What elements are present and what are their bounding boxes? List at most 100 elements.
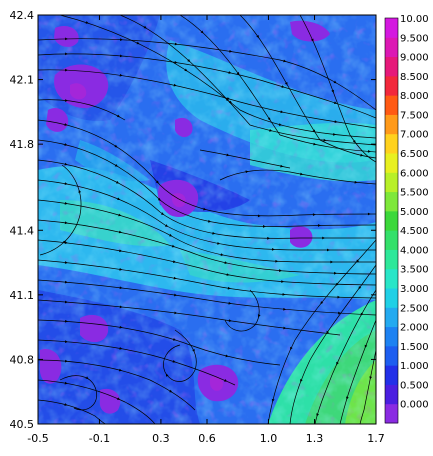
colorbar-swatch xyxy=(385,230,398,250)
streamline-arrowhead xyxy=(225,354,229,358)
streamline-arrowhead xyxy=(290,346,293,351)
streamline-arrowhead xyxy=(283,326,287,330)
colorbar-label: 3.500 xyxy=(400,265,429,276)
streamline-arrowhead xyxy=(333,80,337,84)
streamline-arrowhead xyxy=(119,54,123,58)
colorbar-label: 8.000 xyxy=(400,91,429,102)
streamline-arrowhead xyxy=(85,376,89,380)
streamline-arrowhead xyxy=(117,197,121,201)
colorbar-label: 7.500 xyxy=(400,110,429,121)
streamline-arrowhead xyxy=(336,282,340,286)
colorbar-swatch xyxy=(385,153,398,173)
colorbar-swatch xyxy=(385,307,398,328)
streamline-arrowhead xyxy=(337,295,341,299)
colorbar-label: 4.500 xyxy=(400,226,429,237)
streamline-arrowhead xyxy=(367,149,371,153)
y-axis: 40.5 40.8 41.1 41.4 41.8 42.1 42.4 xyxy=(10,9,376,431)
colorbar-swatch xyxy=(385,365,398,385)
streamline-arrowhead xyxy=(64,182,68,185)
x-tick-label: 1.3 xyxy=(306,432,324,445)
streamlines xyxy=(38,15,376,424)
streamline-arrowhead xyxy=(173,83,177,87)
streamline-arrowhead xyxy=(136,41,140,45)
streamline-arrowhead xyxy=(64,319,68,323)
streamline-arrowhead xyxy=(336,361,339,366)
streamline-arrowhead xyxy=(192,349,195,353)
colorbar-label: 9.000 xyxy=(400,53,429,64)
streamline-arrowhead xyxy=(64,99,68,102)
colorbar-swatch xyxy=(385,75,398,96)
streamline-arrowhead xyxy=(271,398,275,403)
streamline-arrowhead xyxy=(257,214,261,218)
streamline-arrowhead xyxy=(117,397,121,400)
colorbar-swatch xyxy=(385,191,398,212)
colorbar-label: 2.500 xyxy=(400,303,429,314)
streamline-arrowhead xyxy=(281,280,285,283)
streamline-arrowhead xyxy=(326,330,330,334)
streamline-arrowhead xyxy=(358,286,362,290)
colorbar-swatch xyxy=(385,172,398,193)
streamline-arrowhead xyxy=(184,68,188,72)
streamline-arrowhead xyxy=(320,301,324,305)
streamline-arrowhead xyxy=(354,180,358,184)
streamline-arrowhead xyxy=(333,101,338,105)
streamline-arrowhead xyxy=(282,292,286,296)
streamline-arrowhead xyxy=(228,319,232,322)
streamline-arrowhead xyxy=(217,241,221,245)
streamline-arrowhead xyxy=(364,344,368,348)
x-tick-label: 1.7 xyxy=(367,432,385,445)
colorbar-label: 5.500 xyxy=(400,188,429,199)
streamline-arrowhead xyxy=(281,85,285,88)
streamline-arrowhead xyxy=(119,305,123,309)
x-tick-label: 1.0 xyxy=(260,432,278,445)
streamline-arrowhead xyxy=(64,261,68,264)
streamline-arrowhead xyxy=(118,230,122,234)
streamline-arrowhead xyxy=(229,49,233,53)
streamline-arrowhead xyxy=(333,132,337,136)
streamline-arrowhead xyxy=(367,212,371,216)
streamline-arrowhead xyxy=(64,300,68,304)
streamline-arrowhead xyxy=(269,129,273,132)
colorbar-label: 7.000 xyxy=(400,130,429,141)
x-tick-label: -0.1 xyxy=(89,432,110,445)
streamline-arrowhead xyxy=(245,170,249,174)
colorbar-label: 9.500 xyxy=(400,33,429,44)
colorbar-frame xyxy=(384,17,399,424)
streamline-arrowhead xyxy=(114,163,118,167)
streamline-arrowhead xyxy=(203,207,207,211)
streamline-arrowhead xyxy=(360,312,364,316)
streamline-arrowhead xyxy=(62,240,66,244)
streamline-arrowhead xyxy=(228,301,232,305)
streamline-arrowhead xyxy=(323,138,327,142)
colorbar: 0.000 0.500 1.000 1.500 2.000 2.500 3.000 3.500… xyxy=(384,14,429,424)
streamline-arrowhead xyxy=(346,396,349,400)
streamline-arrowhead xyxy=(119,325,123,329)
streamline-arrowhead xyxy=(226,153,230,157)
streamline-arrowhead xyxy=(300,379,303,383)
streamline-arrowhead xyxy=(280,164,284,168)
colorbar-swatch xyxy=(385,133,398,154)
colorbar-swatch xyxy=(385,288,398,308)
streamline-arrowhead xyxy=(275,259,279,263)
streamline-arrowhead xyxy=(64,123,68,126)
streamline-arrowhead xyxy=(267,117,271,121)
streamline-arrowhead xyxy=(173,276,177,280)
streamline-arrowhead xyxy=(262,225,266,228)
streamline-arrowhead xyxy=(208,219,212,223)
colorbar-swatch xyxy=(385,56,398,77)
colorbar-swatch xyxy=(385,384,398,405)
y-tick-label: 42.4 xyxy=(10,9,35,22)
y-tick-label: 41.1 xyxy=(10,289,35,302)
streamline-arrowhead xyxy=(116,114,121,118)
y-tick-label: 41.4 xyxy=(10,224,35,237)
colorbar-label: 3.000 xyxy=(400,284,429,295)
streamline-arrowhead xyxy=(143,25,147,29)
colorbar-swatch xyxy=(385,268,398,289)
streamline-arrowhead xyxy=(64,201,68,205)
streamline-arrowhead xyxy=(64,143,68,146)
streamline-arrowhead xyxy=(174,42,178,46)
streamline-arrowhead xyxy=(316,413,319,417)
streamline-arrowhead xyxy=(338,311,342,315)
streamline-arrowhead xyxy=(174,293,178,297)
